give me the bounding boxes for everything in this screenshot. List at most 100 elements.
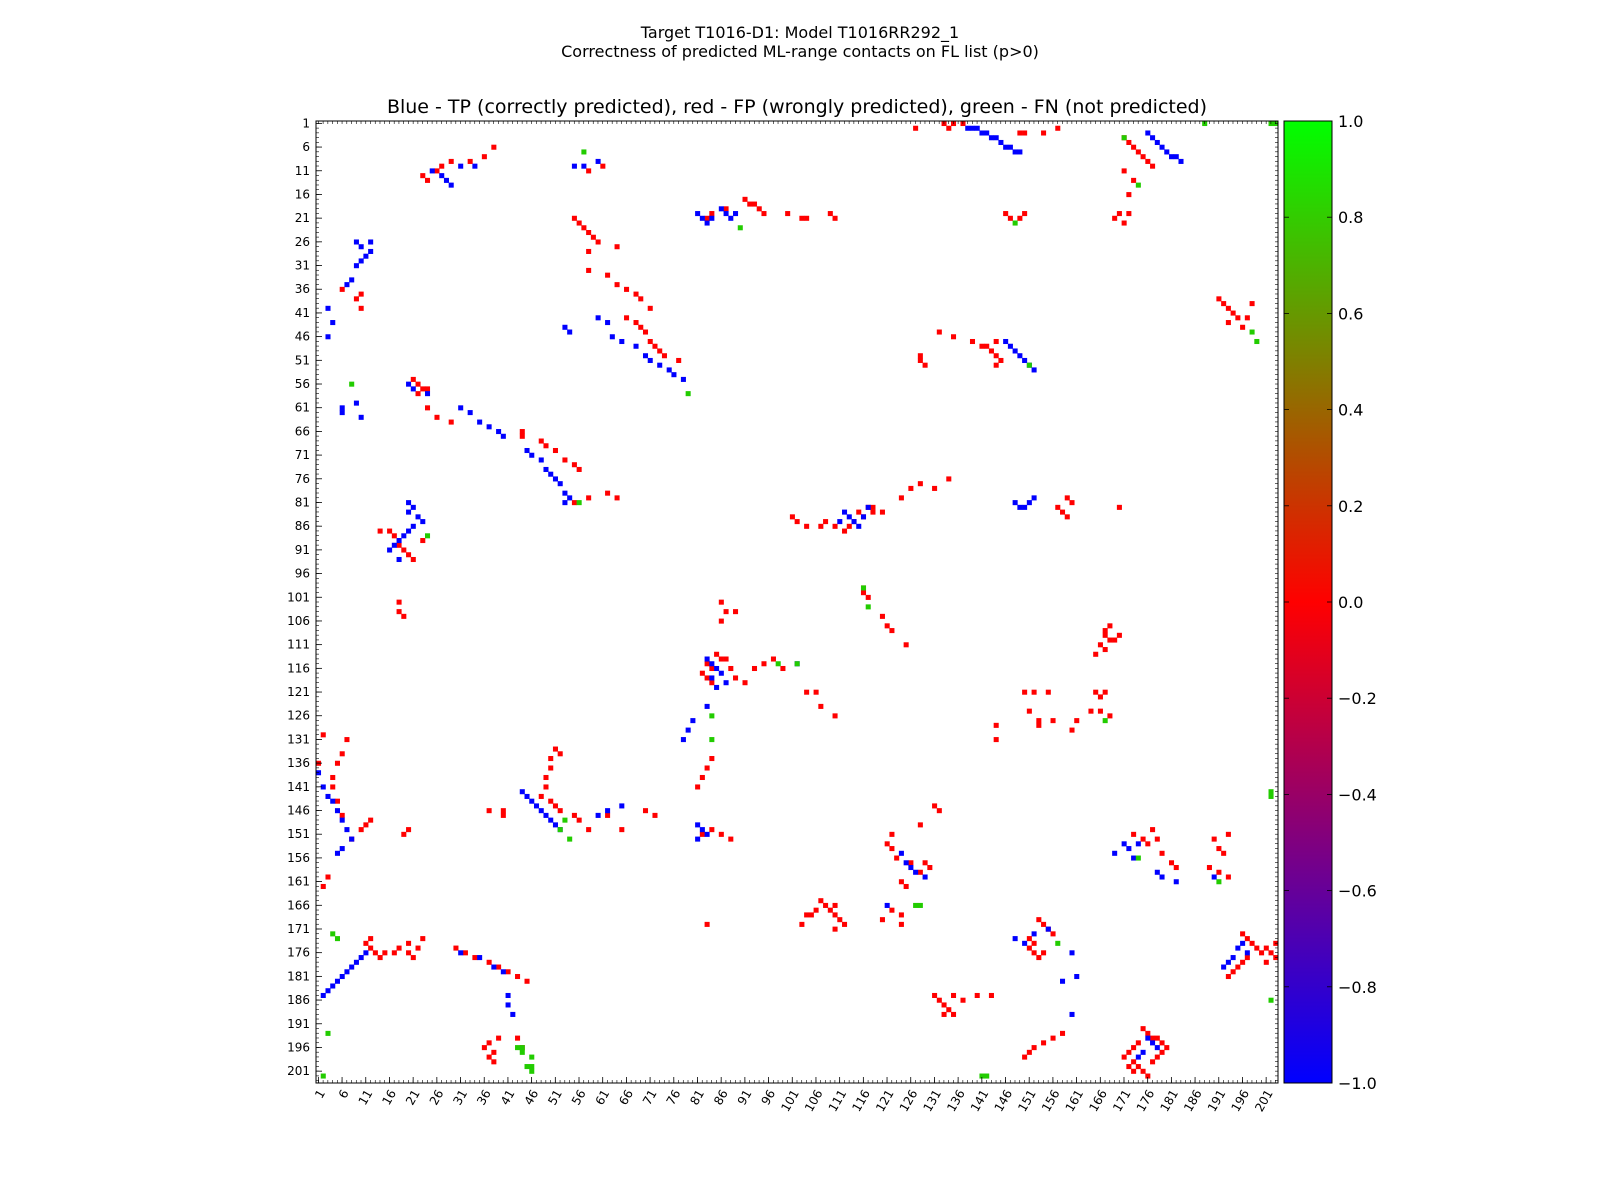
cell-tp: [842, 509, 848, 515]
cell-fp: [922, 860, 928, 866]
cell-fp: [453, 945, 459, 951]
cell-tp: [595, 315, 601, 321]
cell-tp: [339, 974, 345, 980]
cell-fp: [951, 992, 957, 998]
cell-fp: [1102, 647, 1108, 653]
cell-tp: [974, 125, 980, 131]
cell-fp: [1131, 1068, 1137, 1074]
cell-fp: [1140, 836, 1146, 842]
plot-area: 1 6 11 16 21 26 31 36 41 46 51 56 61 66 71 76 81 86 91 96 10…: [287, 116, 1279, 1114]
cell-fp: [590, 234, 596, 240]
cell-fn: [425, 533, 431, 539]
cell-fp: [908, 485, 914, 491]
cell-tp: [567, 495, 573, 501]
cell-fp: [804, 215, 810, 221]
y-tick-label: 146: [287, 804, 310, 818]
cell-tp: [1007, 343, 1013, 349]
cell-fn: [576, 500, 582, 506]
cell-fp: [552, 746, 558, 752]
cell-fp: [1026, 936, 1032, 942]
cell-fp: [1159, 850, 1165, 856]
cell-fn: [984, 1073, 990, 1079]
cell-tp: [320, 992, 326, 998]
cell-fp: [600, 163, 606, 169]
cell-fn: [567, 836, 573, 842]
cell-fp: [1003, 211, 1009, 217]
colorbar-gradient: [1283, 120, 1333, 1084]
x-tick-label: 81: [687, 1087, 707, 1107]
cell-tp: [1017, 353, 1023, 359]
cell-fp: [993, 737, 999, 743]
cell-tp: [633, 343, 639, 349]
y-tick-label: 131: [287, 732, 310, 746]
cell-tp: [363, 950, 369, 956]
cell-fp: [898, 921, 904, 927]
cell-tp: [988, 135, 994, 141]
colorbar-tick-label: 0.2: [1338, 497, 1363, 516]
x-tick-label: 71: [640, 1087, 660, 1107]
cell-fp: [633, 291, 639, 297]
cell-fp: [1135, 149, 1141, 155]
cell-fp: [1036, 917, 1042, 923]
cell-tp: [349, 277, 355, 283]
cell-tp: [1240, 940, 1246, 946]
cell-fn: [557, 827, 563, 833]
cell-fp: [633, 320, 639, 326]
cell-fn: [515, 1045, 521, 1051]
x-tick-label: 181: [1157, 1087, 1181, 1114]
cell-tp: [1031, 495, 1037, 501]
colorbar-tick-label: −1.0: [1338, 1074, 1377, 1093]
cell-tp: [567, 329, 573, 335]
cell-fp: [917, 869, 923, 875]
cell-tp: [330, 983, 336, 989]
cell-tp: [993, 135, 999, 141]
cell-fp: [917, 353, 923, 359]
cell-fp: [557, 751, 563, 757]
cell-tp: [709, 661, 715, 667]
cell-tp: [325, 305, 331, 311]
cell-tp: [1060, 978, 1066, 984]
cell-fp: [353, 296, 359, 302]
cell-tp: [1221, 964, 1227, 970]
cell-fp: [538, 438, 544, 444]
x-tick-label: 106: [802, 1087, 826, 1114]
cell-fn: [349, 381, 355, 387]
cell-fp: [818, 523, 824, 529]
y-tick-label: 106: [287, 614, 310, 628]
cell-fp: [434, 414, 440, 420]
cell-tp: [1173, 879, 1179, 885]
cell-tp: [728, 215, 734, 221]
cell-tp: [562, 500, 568, 506]
cell-fp: [420, 936, 426, 942]
cell-fn: [1055, 940, 1061, 946]
cell-fp: [1121, 168, 1127, 174]
cell-fn: [519, 1045, 525, 1051]
cell-tp: [406, 509, 412, 515]
cell-tp: [846, 514, 852, 520]
cell-fp: [486, 1054, 492, 1060]
cell-fp: [401, 831, 407, 837]
x-tick-label: 41: [498, 1087, 518, 1107]
cell-fp: [415, 391, 421, 397]
cell-fp: [879, 613, 885, 619]
cell-fp: [832, 523, 838, 529]
cell-tp: [704, 220, 710, 226]
cell-fn: [979, 1073, 985, 1079]
cell-fp: [1240, 931, 1246, 937]
x-tick-label: 91: [735, 1087, 755, 1107]
cell-tp: [443, 177, 449, 183]
cell-fp: [519, 433, 525, 439]
cell-fn: [1268, 789, 1274, 795]
cell-tp: [548, 471, 554, 477]
cell-fp: [676, 357, 682, 363]
cell-fp: [865, 594, 871, 600]
y-tick-label: 191: [287, 1017, 310, 1031]
cell-fp: [1036, 955, 1042, 961]
cell-fp: [704, 921, 710, 927]
cell-fp: [358, 827, 364, 833]
cell-fp: [728, 836, 734, 842]
cell-fp: [1225, 320, 1231, 326]
cell-tp: [1069, 950, 1075, 956]
cell-fp: [1064, 495, 1070, 501]
cell-fp: [1022, 130, 1028, 136]
